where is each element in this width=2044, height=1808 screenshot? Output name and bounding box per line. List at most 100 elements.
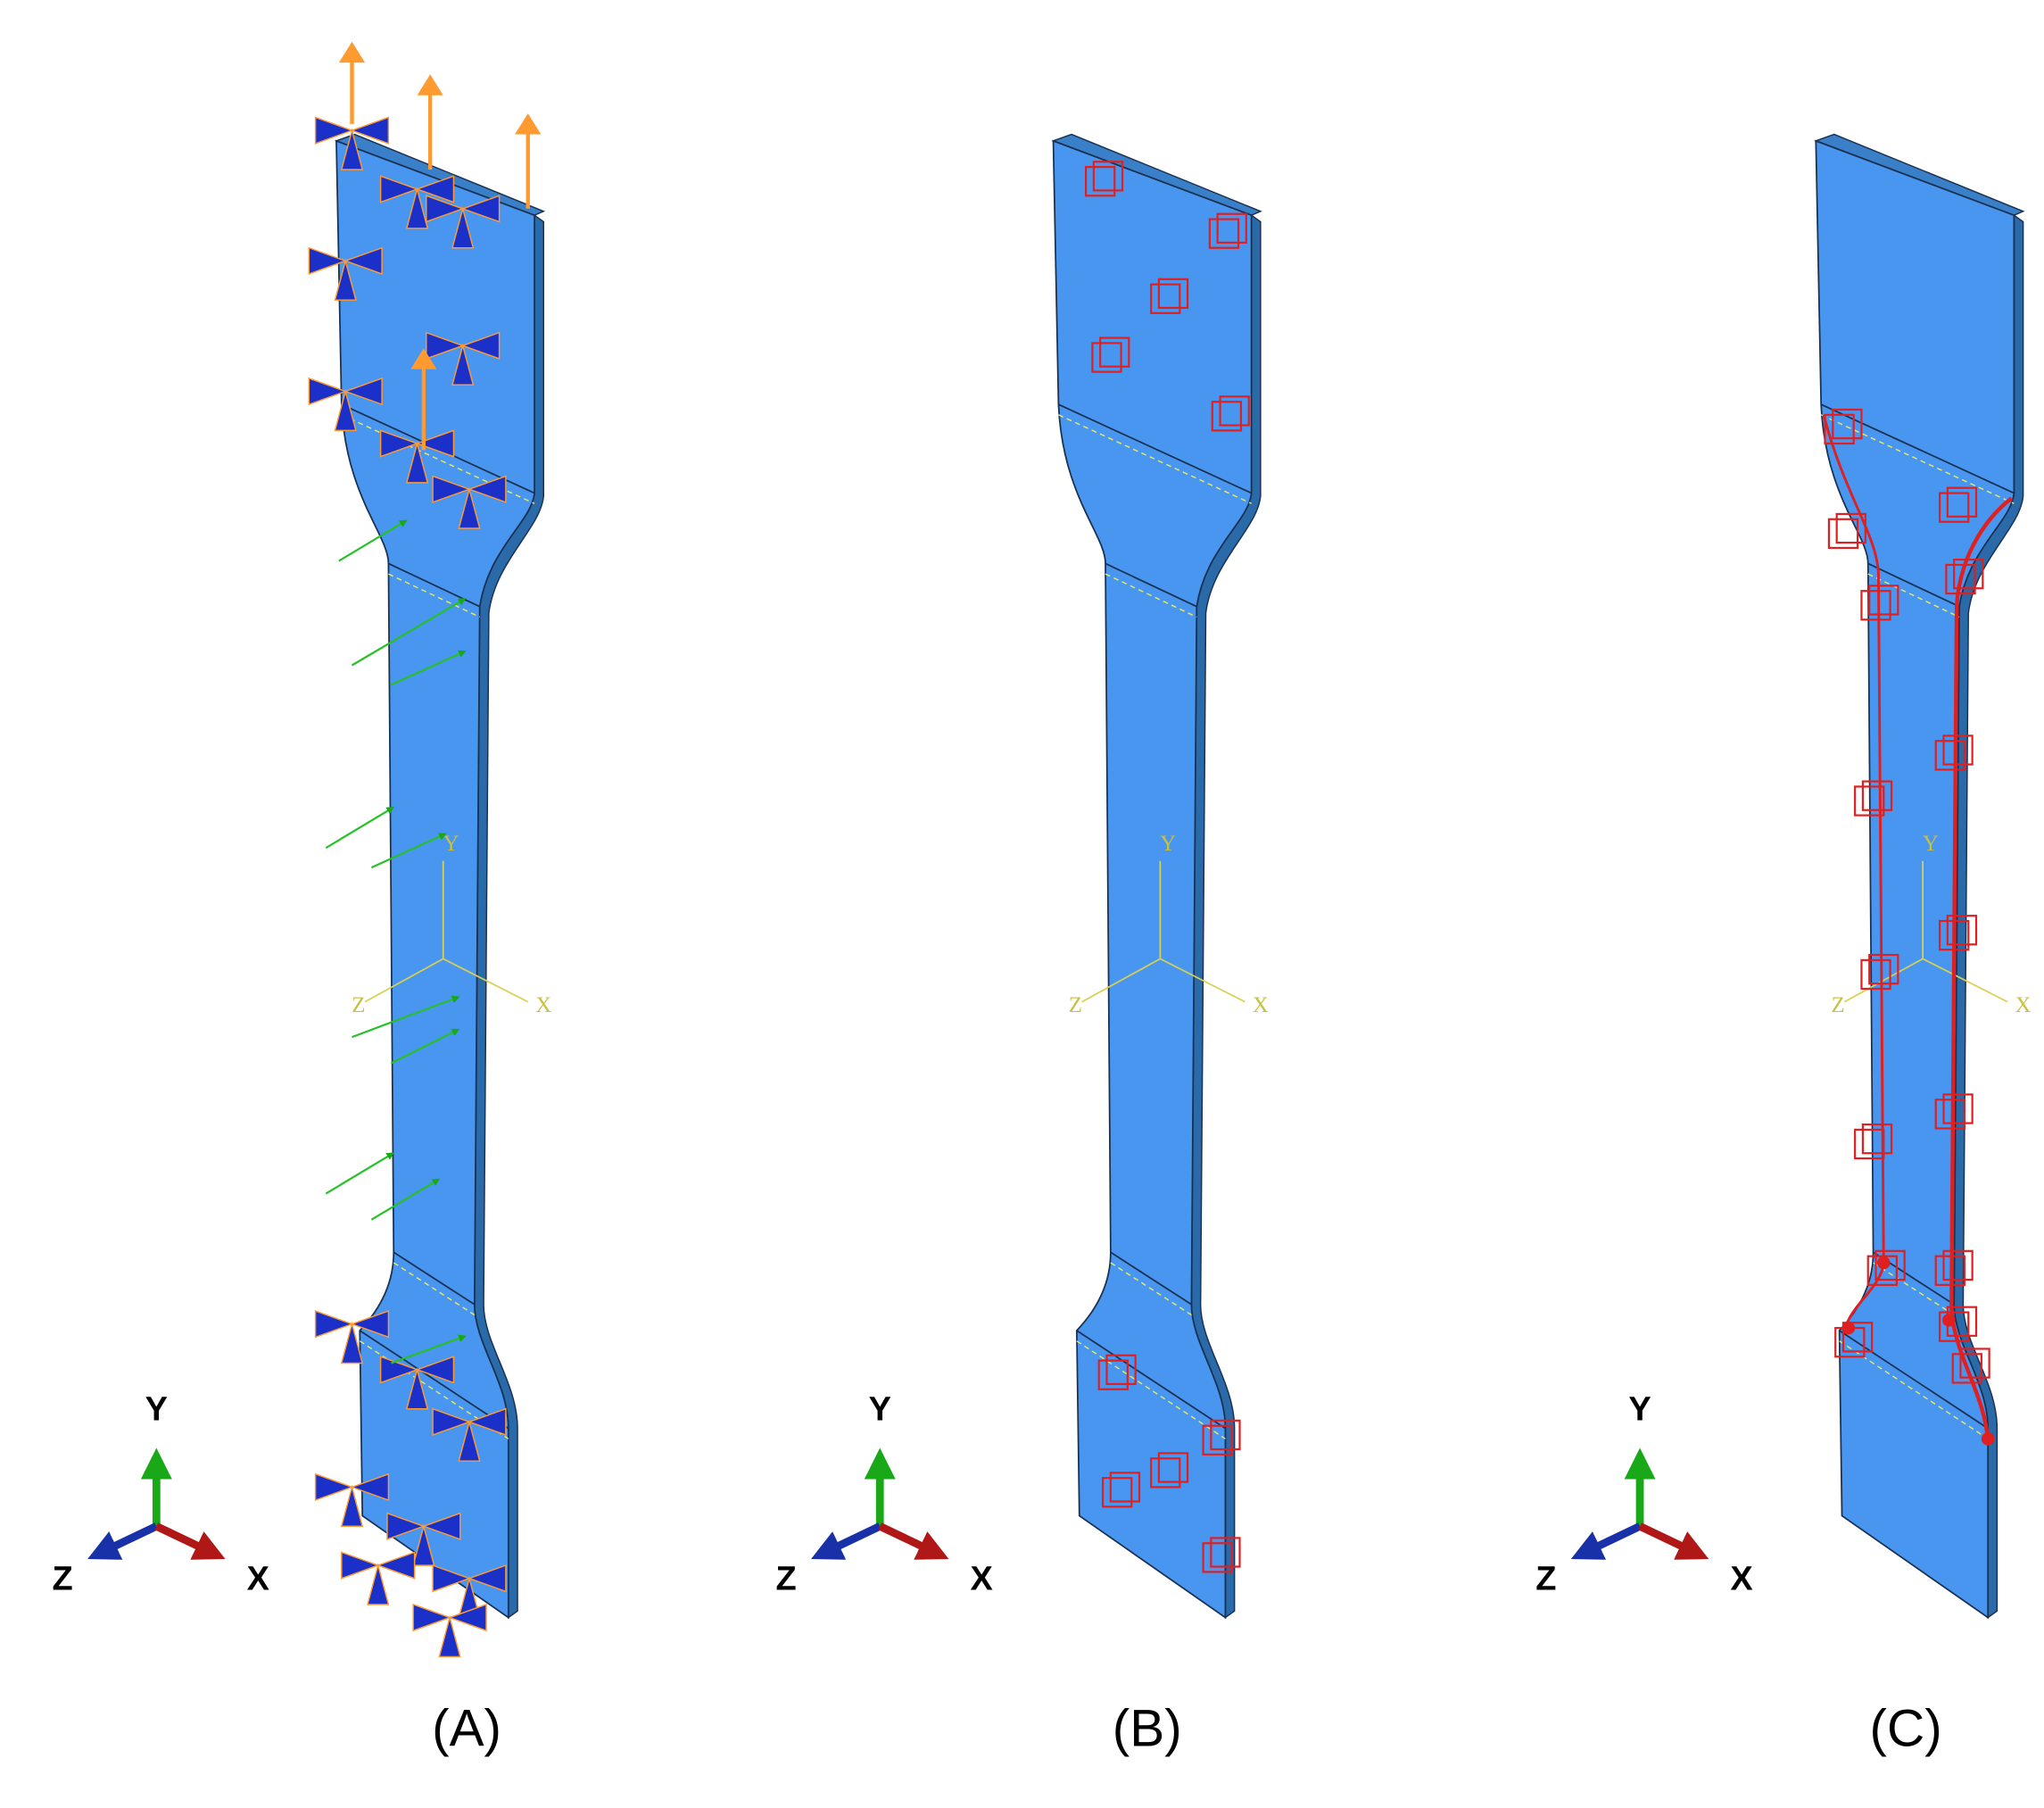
panel-label: (C)	[1870, 1700, 1942, 1758]
triad-x	[1638, 1522, 1709, 1560]
load-arrow-head	[417, 74, 443, 95]
boundary-marker	[1210, 1537, 1241, 1568]
view-triad: Y Z X	[775, 1391, 992, 1598]
load-arrow-head	[410, 348, 437, 369]
specimen-face	[335, 139, 535, 1620]
boundary-marker	[1216, 212, 1247, 244]
boundary-marker	[1868, 585, 1899, 616]
view-triad: Y Z X	[53, 1391, 269, 1598]
pressure-arrow	[352, 995, 460, 1039]
load-arrow-head	[338, 41, 366, 63]
contact-point	[1981, 1432, 1995, 1446]
contact-point	[1876, 1256, 1891, 1270]
boundary-marker	[1824, 413, 1855, 445]
boundary-marker	[1868, 953, 1899, 985]
boundary-marker	[1939, 1311, 1970, 1342]
contact-edge	[1822, 414, 1885, 1331]
constraint-cone	[314, 1472, 390, 1527]
csys-x: X	[1253, 993, 1269, 1017]
triad-x	[154, 1522, 226, 1560]
boundary-marker	[1939, 492, 1970, 523]
pressure-arrow	[390, 1334, 467, 1364]
specimen-face	[1052, 139, 1253, 1620]
view-triad: Y Z X	[1535, 1391, 1752, 1598]
constraint-cone	[432, 1407, 507, 1462]
boundary-marker	[1854, 785, 1885, 817]
pressure-arrow	[351, 598, 467, 667]
triad-z	[1570, 1522, 1642, 1560]
csys-y: Y	[443, 832, 459, 856]
partition-dash	[1076, 1340, 1226, 1439]
partition-line	[1058, 403, 1253, 494]
partition-dash	[393, 1262, 476, 1316]
boundary-marker	[1942, 734, 1974, 766]
load-arrow-head	[515, 113, 542, 135]
boundary-marker	[1219, 395, 1250, 427]
pressure-arrow	[390, 1028, 460, 1065]
boundary-marker	[1861, 1123, 1893, 1155]
partition-dash	[1820, 414, 2015, 504]
specimen-face	[1815, 139, 2015, 1620]
partition-dash	[1058, 414, 1252, 504]
contact-point	[1942, 1313, 1956, 1327]
panel-label: (B)	[1113, 1700, 1182, 1758]
partition-line	[359, 1330, 509, 1430]
boundary-marker	[1092, 161, 1124, 192]
panel: Y Z X	[1051, 133, 1269, 1620]
boundary-marker	[1202, 1542, 1233, 1573]
constraint-cone	[412, 1603, 487, 1658]
constraint-cone	[314, 116, 390, 170]
partition-line	[1076, 1330, 1226, 1430]
triad-z-label: Z	[775, 1561, 796, 1598]
boundary-marker	[1202, 1424, 1233, 1456]
panel: Y Z X	[308, 41, 551, 1658]
triad-z	[87, 1522, 159, 1560]
constraint-cone	[432, 475, 507, 529]
contact-edge	[1949, 496, 2013, 1442]
constraint-cone	[379, 429, 455, 484]
boundary-marker	[1084, 166, 1116, 197]
boundary-marker	[1211, 401, 1243, 432]
pressure-arrow	[370, 833, 447, 869]
boundary-marker	[1861, 780, 1893, 811]
triad-y-label: Y	[145, 1391, 168, 1429]
constraint-cone	[308, 377, 383, 432]
boundary-marker	[1099, 336, 1130, 368]
boundary-marker	[1942, 1093, 1974, 1124]
csys-z: Z	[352, 993, 365, 1017]
partition-dash	[1110, 1262, 1192, 1316]
partition-dash	[1105, 573, 1197, 618]
csys-y: Y	[1160, 832, 1176, 856]
contact-point	[1841, 1321, 1856, 1335]
triad-x	[878, 1522, 949, 1560]
boundary-marker	[1951, 1353, 1982, 1384]
triad-x-label: X	[1730, 1561, 1752, 1598]
triad-z-label: Z	[1535, 1561, 1556, 1598]
csys	[364, 860, 529, 1003]
csys	[1844, 860, 2008, 1003]
boundary-marker	[1946, 915, 1978, 946]
boundary-marker	[1942, 1249, 1974, 1281]
boundary-marker	[1109, 1472, 1141, 1503]
boundary-marker	[1097, 1359, 1129, 1390]
boundary-marker	[1105, 1354, 1137, 1386]
pressure-arrow	[325, 1152, 395, 1195]
boundary-marker	[1841, 1322, 1874, 1353]
constraint-cone	[379, 1356, 455, 1410]
boundary-marker	[1934, 1099, 1965, 1130]
partition-line	[393, 1251, 476, 1306]
partition-dash	[1867, 573, 1960, 618]
csys-z: Z	[1069, 993, 1082, 1017]
boundary-marker	[1832, 408, 1863, 440]
boundary-marker	[1208, 218, 1240, 249]
constraint-cone	[341, 1551, 416, 1605]
panel-label: (A)	[432, 1700, 501, 1758]
pressure-arrow	[370, 1178, 441, 1221]
pressure-arrow	[390, 650, 467, 686]
boundary-marker	[1210, 1419, 1241, 1451]
constraint-cone	[426, 195, 501, 249]
triad-z	[811, 1522, 882, 1560]
boundary-marker	[1934, 740, 1965, 771]
triad-y-label: Y	[869, 1391, 891, 1429]
